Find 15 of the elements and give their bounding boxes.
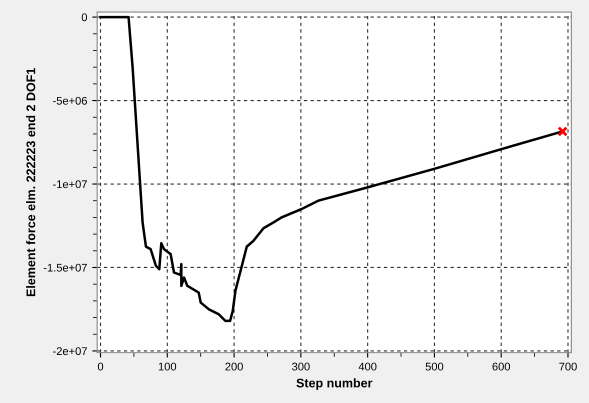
- x-tick-label: 100: [158, 362, 176, 371]
- x-tick-label: 0: [98, 362, 104, 371]
- y-axis-title: Element force elm. 222223 end 2 DOF1: [26, 68, 36, 296]
- x-tick-label: 700: [559, 362, 577, 371]
- y-tick-label: 0: [82, 13, 88, 22]
- x-axis-title: Step number: [296, 378, 372, 390]
- y-tick-label: -1.5e+07: [44, 264, 87, 272]
- x-tick-label: 400: [358, 362, 376, 371]
- y-tick-label: -1e+07: [53, 180, 87, 188]
- x-tick-label: 500: [426, 362, 444, 371]
- y-tick-label: -5e+06: [53, 96, 87, 105]
- y-tick-label: -2e+07: [53, 347, 87, 356]
- x-tick-label: 600: [492, 362, 510, 371]
- x-tick-label: 300: [292, 362, 310, 371]
- x-tick-label: 200: [225, 362, 243, 371]
